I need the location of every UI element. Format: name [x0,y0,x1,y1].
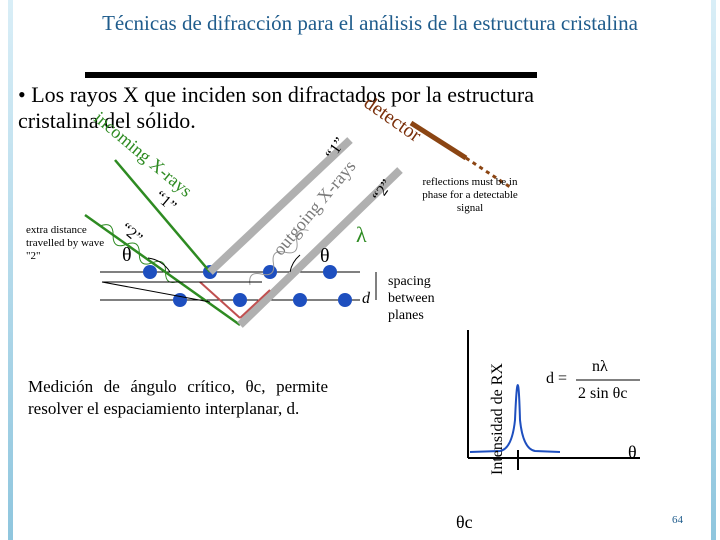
atom [233,293,247,307]
atom [173,293,187,307]
plot-peak-label: θc [456,512,473,532]
formula-numerator: nλ [592,358,608,375]
extra-distance-note: extra distance travelled by wave "2" [26,224,105,262]
detector-bar [409,120,468,161]
outgoing-ray-1 [207,137,353,275]
atom [338,293,352,307]
lambda-label: λ [356,222,367,247]
page-number: 64 [672,514,683,526]
atom [263,265,277,279]
caption-text: Medición de ángulo crítico, θc, permite … [28,377,328,418]
d-label: d [362,290,370,307]
spacing-note: spacing between planes [388,274,435,323]
bullet-content: Los rayos X que inciden son difractados … [18,82,534,133]
page-title: Técnicas de difracción para el análisis … [102,11,638,35]
incoming-ray-2 [84,213,241,327]
theta-right-label: θ [320,245,330,267]
plot-y-label: Intensidad de RX [489,363,506,475]
incoming-ray-1 [114,159,211,273]
bullet-text: • Los rayos X que inciden son difractado… [18,82,534,133]
atom [323,265,337,279]
extra-distance-pointer [101,281,211,303]
right-decorative-bar [711,0,716,540]
title-rule [85,72,537,78]
atom [293,293,307,307]
theta-arc-right [289,254,301,273]
incoming-wave [99,224,179,283]
detector-dashed [465,156,511,189]
plot-x-label: θ [628,442,637,462]
left-decorative-bar [8,0,13,540]
formula-lhs: d = [546,370,568,387]
reflections-note: reflections must be in phase for a detec… [422,176,518,214]
theta-left-label: θ [122,244,132,266]
extra-path-segment [239,289,271,319]
formula-denominator: 2 sin θc [578,385,628,402]
atom [143,265,157,279]
intensity-curve [469,384,561,453]
outgoing-wave [249,229,309,286]
extra-path-segment [199,281,241,319]
outgoing-ray-2 [237,167,403,328]
theta-arc-left [147,257,171,273]
